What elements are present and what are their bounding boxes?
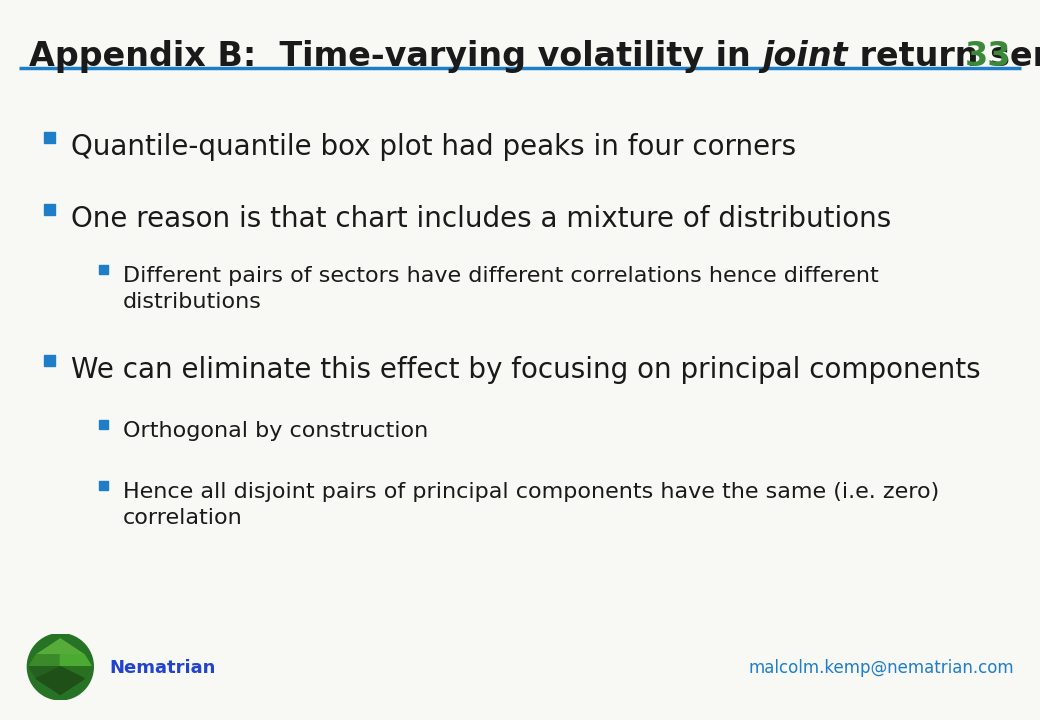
Polygon shape [36,639,84,667]
Text: Quantile-quantile box plot had peaks in four corners: Quantile-quantile box plot had peaks in … [71,133,796,161]
Text: One reason is that chart includes a mixture of distributions: One reason is that chart includes a mixt… [71,205,891,233]
Polygon shape [27,634,94,700]
Text: Different pairs of sectors have different correlations hence different
distribut: Different pairs of sectors have differen… [123,266,879,312]
Text: Appendix B:  Time-varying volatility in: Appendix B: Time-varying volatility in [29,40,762,73]
Polygon shape [29,667,60,679]
Text: 33: 33 [964,40,1011,73]
Text: Nematrian: Nematrian [109,660,215,677]
Polygon shape [36,667,84,695]
Text: Orthogonal by construction: Orthogonal by construction [123,421,428,441]
Text: malcolm.kemp@nematrian.com: malcolm.kemp@nematrian.com [749,660,1014,677]
Text: Hence all disjoint pairs of principal components have the same (i.e. zero)
corre: Hence all disjoint pairs of principal co… [123,482,939,528]
Text: return series: return series [849,40,1040,73]
Polygon shape [60,654,92,667]
Polygon shape [29,654,60,667]
Text: joint: joint [762,40,849,73]
Text: We can eliminate this effect by focusing on principal components: We can eliminate this effect by focusing… [71,356,981,384]
Polygon shape [60,667,92,679]
